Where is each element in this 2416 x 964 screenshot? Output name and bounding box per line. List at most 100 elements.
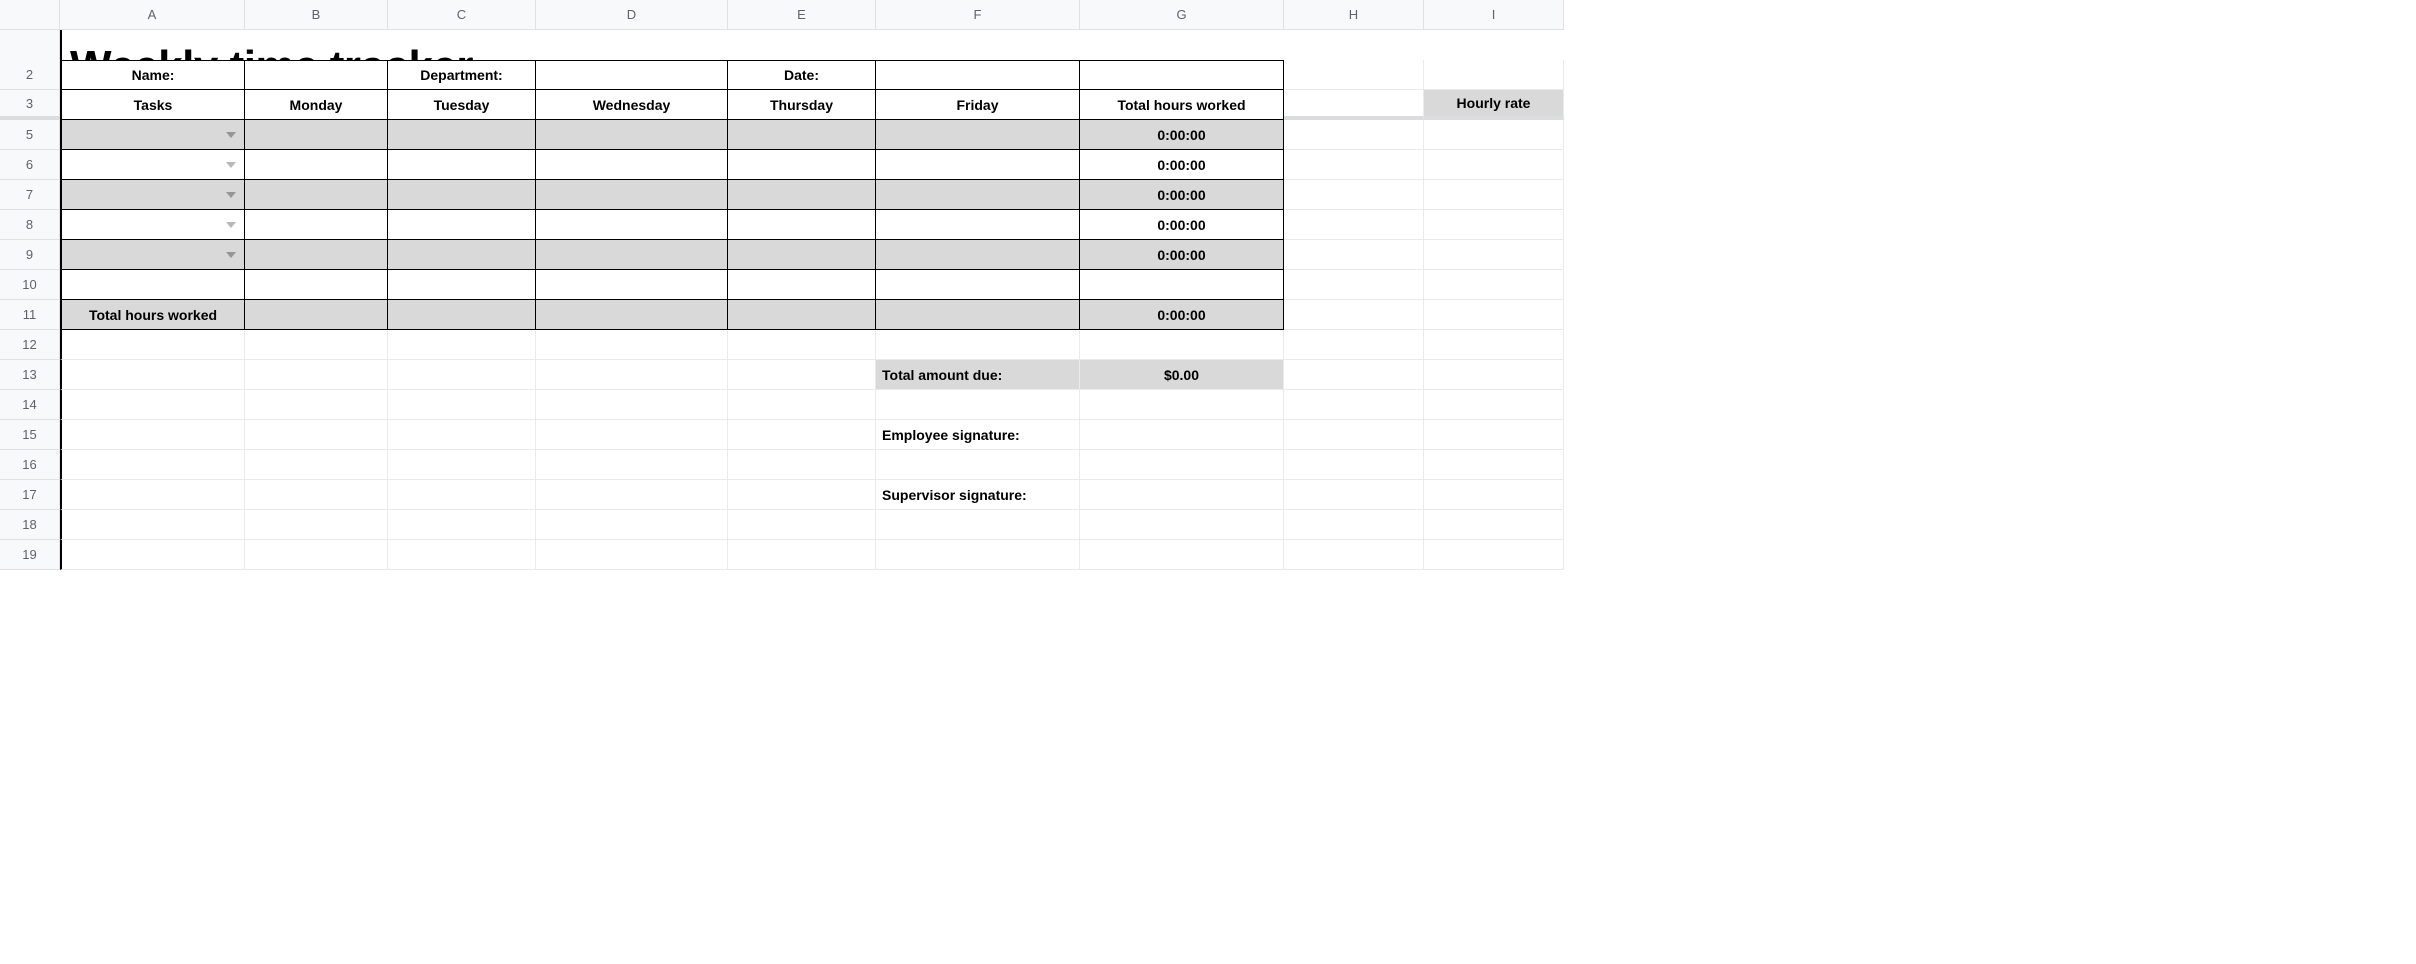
cell-E18[interactable] bbox=[728, 510, 876, 540]
cell-A17[interactable] bbox=[60, 480, 245, 510]
dept-input[interactable] bbox=[536, 60, 728, 90]
cell-C10[interactable] bbox=[388, 270, 536, 300]
cell-F10[interactable] bbox=[876, 270, 1080, 300]
cell-G14[interactable] bbox=[1080, 390, 1284, 420]
row-header-15[interactable]: 15 bbox=[0, 420, 60, 450]
cell-C12[interactable] bbox=[388, 330, 536, 360]
cell-I12[interactable] bbox=[1424, 330, 1564, 360]
cell-C7[interactable] bbox=[388, 180, 536, 210]
cell-C13[interactable] bbox=[388, 360, 536, 390]
cell-D17[interactable] bbox=[536, 480, 728, 510]
cell-H13[interactable] bbox=[1284, 360, 1424, 390]
row-header-5[interactable]: 5 bbox=[0, 120, 60, 150]
col-header-A[interactable]: A bbox=[60, 0, 245, 30]
cell-B6[interactable] bbox=[245, 150, 388, 180]
cell-H18[interactable] bbox=[1284, 510, 1424, 540]
cell-H7[interactable] bbox=[1284, 180, 1424, 210]
cell-B16[interactable] bbox=[245, 450, 388, 480]
cell-I6[interactable] bbox=[1424, 150, 1564, 180]
cell-B7[interactable] bbox=[245, 180, 388, 210]
cell-I18[interactable] bbox=[1424, 510, 1564, 540]
cell-E16[interactable] bbox=[728, 450, 876, 480]
cell-E14[interactable] bbox=[728, 390, 876, 420]
cell-A18[interactable] bbox=[60, 510, 245, 540]
row-header-9[interactable]: 9 bbox=[0, 240, 60, 270]
cell-E6[interactable] bbox=[728, 150, 876, 180]
cell-B9[interactable] bbox=[245, 240, 388, 270]
cell-E8[interactable] bbox=[728, 210, 876, 240]
cell-I19[interactable] bbox=[1424, 540, 1564, 570]
cell-D14[interactable] bbox=[536, 390, 728, 420]
cell-F14[interactable] bbox=[876, 390, 1080, 420]
cell-H10[interactable] bbox=[1284, 270, 1424, 300]
row-header-14[interactable]: 14 bbox=[0, 390, 60, 420]
cell-I11[interactable] bbox=[1424, 300, 1564, 330]
col-header-F[interactable]: F bbox=[876, 0, 1080, 30]
cell-D19[interactable] bbox=[536, 540, 728, 570]
cell-D9[interactable] bbox=[536, 240, 728, 270]
row-header-8[interactable]: 8 bbox=[0, 210, 60, 240]
cell-B8[interactable] bbox=[245, 210, 388, 240]
cell-D13[interactable] bbox=[536, 360, 728, 390]
cell-D11[interactable] bbox=[536, 300, 728, 330]
cell-H19[interactable] bbox=[1284, 540, 1424, 570]
task-dropdown-6[interactable] bbox=[60, 150, 245, 180]
cell-G2[interactable] bbox=[1080, 60, 1284, 90]
cell-H11[interactable] bbox=[1284, 300, 1424, 330]
cell-F16[interactable] bbox=[876, 450, 1080, 480]
cell-A12[interactable] bbox=[60, 330, 245, 360]
cell-B17[interactable] bbox=[245, 480, 388, 510]
cell-F11[interactable] bbox=[876, 300, 1080, 330]
row-header-12[interactable]: 12 bbox=[0, 330, 60, 360]
cell-A14[interactable] bbox=[60, 390, 245, 420]
cell-F8[interactable] bbox=[876, 210, 1080, 240]
col-header-C[interactable]: C bbox=[388, 0, 536, 30]
cell-H9[interactable] bbox=[1284, 240, 1424, 270]
cell-C14[interactable] bbox=[388, 390, 536, 420]
col-header-I[interactable]: I bbox=[1424, 0, 1564, 30]
cell-A15[interactable] bbox=[60, 420, 245, 450]
cell-B18[interactable] bbox=[245, 510, 388, 540]
row-header-2[interactable]: 2 bbox=[0, 60, 60, 90]
cell-G15[interactable] bbox=[1080, 420, 1284, 450]
cell-C8[interactable] bbox=[388, 210, 536, 240]
cell-D6[interactable] bbox=[536, 150, 728, 180]
cell-D15[interactable] bbox=[536, 420, 728, 450]
cell-E17[interactable] bbox=[728, 480, 876, 510]
cell-G17[interactable] bbox=[1080, 480, 1284, 510]
cell-I17[interactable] bbox=[1424, 480, 1564, 510]
task-dropdown-7[interactable] bbox=[60, 180, 245, 210]
cell-D12[interactable] bbox=[536, 330, 728, 360]
row-header-16[interactable]: 16 bbox=[0, 450, 60, 480]
cell-A19[interactable] bbox=[60, 540, 245, 570]
row-header-6[interactable]: 6 bbox=[0, 150, 60, 180]
cell-C11[interactable] bbox=[388, 300, 536, 330]
cell-D5[interactable] bbox=[536, 120, 728, 150]
cell-F6[interactable] bbox=[876, 150, 1080, 180]
cell-C9[interactable] bbox=[388, 240, 536, 270]
cell-H14[interactable] bbox=[1284, 390, 1424, 420]
cell-H8[interactable] bbox=[1284, 210, 1424, 240]
row-header-13[interactable]: 13 bbox=[0, 360, 60, 390]
cell-C17[interactable] bbox=[388, 480, 536, 510]
cell-I7[interactable] bbox=[1424, 180, 1564, 210]
cell-G12[interactable] bbox=[1080, 330, 1284, 360]
cell-B10[interactable] bbox=[245, 270, 388, 300]
cell-H12[interactable] bbox=[1284, 330, 1424, 360]
cell-E13[interactable] bbox=[728, 360, 876, 390]
col-header-B[interactable]: B bbox=[245, 0, 388, 30]
cell-C16[interactable] bbox=[388, 450, 536, 480]
cell-I10[interactable] bbox=[1424, 270, 1564, 300]
cell-F9[interactable] bbox=[876, 240, 1080, 270]
cell-D16[interactable] bbox=[536, 450, 728, 480]
cell-F7[interactable] bbox=[876, 180, 1080, 210]
cell-C19[interactable] bbox=[388, 540, 536, 570]
cell-H17[interactable] bbox=[1284, 480, 1424, 510]
row-header-17[interactable]: 17 bbox=[0, 480, 60, 510]
row-header-10[interactable]: 10 bbox=[0, 270, 60, 300]
task-dropdown-8[interactable] bbox=[60, 210, 245, 240]
cell-F18[interactable] bbox=[876, 510, 1080, 540]
task-dropdown-5[interactable] bbox=[60, 120, 245, 150]
cell-E15[interactable] bbox=[728, 420, 876, 450]
cell-C18[interactable] bbox=[388, 510, 536, 540]
